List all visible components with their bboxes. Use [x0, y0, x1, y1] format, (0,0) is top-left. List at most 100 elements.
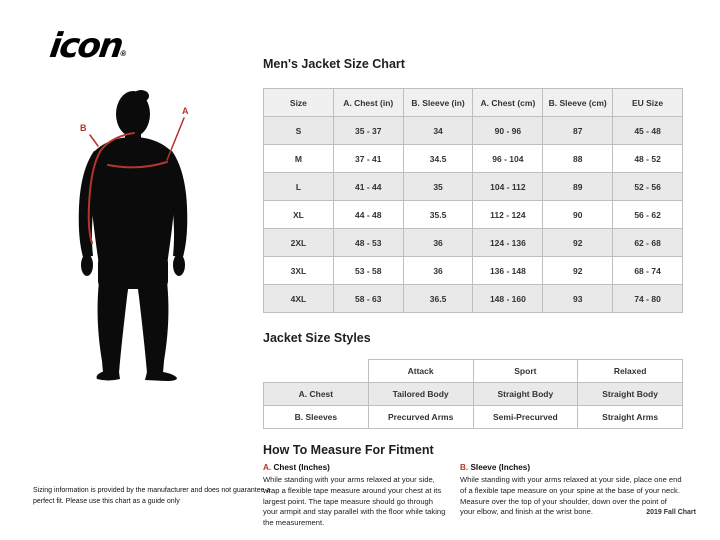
table-cell: 41 - 44 [332, 172, 404, 201]
chest-measure-line [107, 161, 168, 169]
size-row-2xl: 2XL 48 - 53 36 124 - 136 92 62 - 68 [263, 228, 683, 257]
measure-chest-text: While standing with your arms relaxed at… [263, 475, 446, 528]
measure-section-title: How To Measure For Fitment [263, 443, 434, 457]
table-cell: 37 - 41 [332, 144, 404, 173]
measure-sleeve-prefix: B. [460, 463, 469, 472]
size-row-s: S 35 - 37 34 90 - 96 87 45 - 48 [263, 116, 683, 145]
styles-chart-title: Jacket Size Styles [263, 331, 371, 345]
styles-chart-table: Attack Sport Relaxed A. Chest Tailored B… [263, 359, 683, 429]
table-cell: 4XL [263, 284, 334, 313]
table-cell: Semi-Precurved [472, 405, 579, 429]
disclaimer-text: Sizing information is provided by the ma… [33, 487, 271, 505]
table-cell: 90 - 96 [472, 116, 544, 145]
column-header-size: Size [263, 88, 334, 117]
size-row-m: M 37 - 41 34.5 96 - 104 88 48 - 52 [263, 144, 683, 173]
size-row-3xl: 3XL 53 - 58 36 136 - 148 92 68 - 74 [263, 256, 683, 285]
measurement-figure: A B [70, 85, 210, 385]
table-cell: B. Sleeves [263, 405, 369, 429]
size-table-header-row: Size A. Chest (in) B. Sleeve (in) A. Che… [263, 88, 683, 117]
chest-measure-label: A [182, 106, 189, 116]
measure-instructions: A. Chest (Inches) While standing with yo… [263, 463, 683, 529]
column-header-chest-cm: A. Chest (cm) [472, 88, 544, 117]
size-row-4xl: 4XL 58 - 63 36.5 148 - 160 93 74 - 80 [263, 284, 683, 313]
table-cell: S [263, 116, 334, 145]
table-cell: 112 - 124 [472, 200, 544, 229]
table-cell: 45 - 48 [612, 116, 683, 145]
table-cell: Precurved Arms [367, 405, 474, 429]
table-cell: 136 - 148 [472, 256, 544, 285]
column-header-chest-in: A. Chest (in) [332, 88, 404, 117]
table-cell: Tailored Body [367, 382, 474, 406]
registered-mark: ® [119, 49, 127, 58]
measure-sleeve-text: While standing with your arms relaxed at… [460, 475, 682, 517]
table-cell: 35 [402, 172, 474, 201]
sleeve-measure-label: B [80, 123, 87, 133]
table-cell: 2XL [263, 228, 334, 257]
table-cell: 48 - 53 [332, 228, 404, 257]
measure-sleeve-label: B. Sleeve (Inches) [460, 463, 683, 472]
table-cell: 88 [542, 144, 614, 173]
table-cell: 87 [542, 116, 614, 145]
column-header-sleeve-in: B. Sleeve (in) [402, 88, 474, 117]
measure-sleeve-label-text: Sleeve (Inches) [470, 463, 531, 472]
measure-chest-label-text: Chest (Inches) [273, 463, 330, 472]
table-cell: 89 [542, 172, 614, 201]
table-cell: 48 - 52 [612, 144, 683, 173]
table-cell: 36 [402, 256, 474, 285]
styles-row-chest: A. Chest Tailored Body Straight Body Str… [263, 382, 683, 406]
table-cell: 92 [542, 228, 614, 257]
measure-item-sleeve: B. Sleeve (Inches) While standing with y… [460, 463, 683, 529]
table-cell: 74 - 80 [612, 284, 683, 313]
sleeve-measure-line [87, 132, 135, 244]
table-cell: 68 - 74 [612, 256, 683, 285]
table-cell: Straight Body [472, 382, 579, 406]
table-cell: 148 - 160 [472, 284, 544, 313]
table-cell: L [263, 172, 334, 201]
table-cell: 36 [402, 228, 474, 257]
content-panel: Men's Jacket Size Chart Size A. Chest (i… [263, 0, 683, 540]
table-cell: XL [263, 200, 334, 229]
table-cell: 44 - 48 [332, 200, 404, 229]
table-cell: 56 - 62 [612, 200, 683, 229]
size-chart-title: Men's Jacket Size Chart [263, 57, 405, 71]
table-cell: 34.5 [402, 144, 474, 173]
table-cell: 62 - 68 [612, 228, 683, 257]
chest-pointer-line [166, 117, 185, 161]
icon-logo-text: icon [47, 26, 125, 66]
measurement-lines [87, 117, 185, 244]
measure-item-chest: A. Chest (Inches) While standing with yo… [263, 463, 447, 529]
measure-chest-label: A. Chest (Inches) [263, 463, 447, 472]
column-header-eu-size: EU Size [612, 88, 683, 117]
column-header-sleeve-cm: B. Sleeve (cm) [542, 88, 614, 117]
size-row-xl: XL 44 - 48 35.5 112 - 124 90 56 - 62 [263, 200, 683, 229]
table-cell: 93 [542, 284, 614, 313]
table-cell: 35 - 37 [332, 116, 404, 145]
table-cell: Straight Arms [577, 405, 683, 429]
table-cell: 3XL [263, 256, 334, 285]
table-cell: 96 - 104 [472, 144, 544, 173]
styles-header-row: Attack Sport Relaxed [263, 359, 683, 383]
table-cell: Straight Body [577, 382, 683, 406]
styles-row-sleeves: B. Sleeves Precurved Arms Semi-Precurved… [263, 405, 683, 429]
table-cell: 124 - 136 [472, 228, 544, 257]
column-header-relaxed: Relaxed [577, 359, 683, 383]
table-cell: M [263, 144, 334, 173]
table-cell: 92 [542, 256, 614, 285]
body-silhouette-graphic [78, 90, 188, 381]
table-cell: 35.5 [402, 200, 474, 229]
table-cell: 34 [402, 116, 474, 145]
measure-chest-prefix: A. [263, 463, 272, 472]
table-cell: A. Chest [263, 382, 369, 406]
icon-logo: icon® [47, 26, 130, 66]
table-cell: 104 - 112 [472, 172, 544, 201]
table-cell: 53 - 58 [332, 256, 404, 285]
chart-version: 2019 Fall Chart [646, 509, 696, 516]
table-cell: 58 - 63 [332, 284, 404, 313]
column-header-attack: Attack [367, 359, 474, 383]
size-chart-table: Size A. Chest (in) B. Sleeve (in) A. Che… [263, 88, 683, 313]
column-header-sport: Sport [472, 359, 579, 383]
table-cell: 36.5 [402, 284, 474, 313]
body-silhouette [78, 90, 188, 381]
size-row-l: L 41 - 44 35 104 - 112 89 52 - 56 [263, 172, 683, 201]
